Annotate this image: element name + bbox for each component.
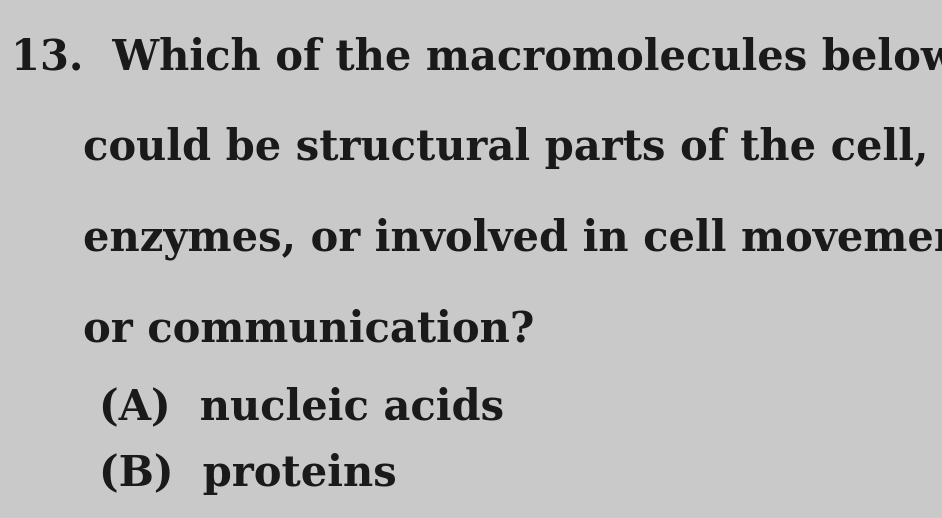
- Text: enzymes, or involved in cell movement: enzymes, or involved in cell movement: [83, 218, 942, 260]
- Text: could be structural parts of the cell,: could be structural parts of the cell,: [83, 127, 928, 169]
- Text: or communication?: or communication?: [83, 308, 534, 350]
- Text: (B)  proteins: (B) proteins: [99, 453, 397, 495]
- Text: (A)  nucleic acids: (A) nucleic acids: [99, 386, 504, 428]
- Text: 13.  Which of the macromolecules below: 13. Which of the macromolecules below: [11, 36, 942, 78]
